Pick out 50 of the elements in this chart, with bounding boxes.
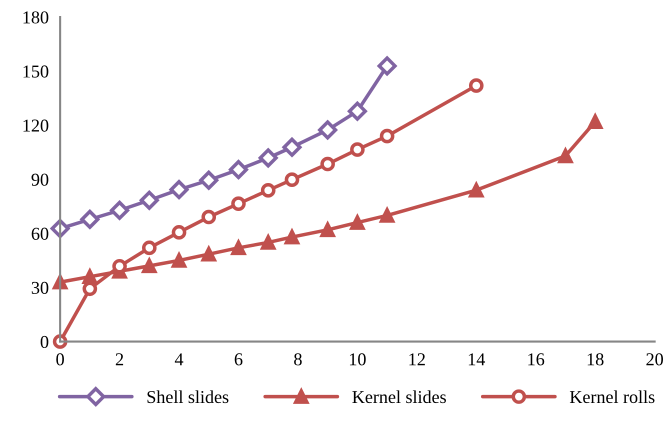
- point: [468, 78, 484, 93]
- point: [350, 142, 365, 157]
- point: [172, 253, 186, 268]
- x-tick-label: 8: [294, 353, 302, 366]
- y-tick-label: 150: [24, 65, 48, 78]
- legend-label: Kernel slides: [352, 390, 446, 404]
- x-tick-label: 4: [174, 353, 184, 366]
- x-tick-label: 12: [409, 353, 425, 366]
- x-tick-label: 10: [350, 353, 366, 366]
- x-tick-label: 14: [468, 353, 486, 366]
- y-tick-label: 0: [40, 336, 48, 348]
- point: [228, 160, 248, 180]
- point: [318, 120, 338, 140]
- legend-label: Kernel rolls: [570, 390, 654, 404]
- y-tick-label: 90: [32, 174, 48, 186]
- point: [380, 128, 394, 144]
- point: [282, 138, 302, 157]
- point: [320, 156, 335, 172]
- point: [260, 183, 276, 198]
- y-tick-label: 120: [24, 120, 48, 132]
- point: [350, 215, 365, 230]
- y-tick-label: 180: [24, 11, 48, 24]
- point: [80, 210, 100, 229]
- point: [169, 180, 189, 200]
- point: [201, 210, 216, 224]
- point: [378, 56, 397, 76]
- point: [284, 230, 300, 244]
- point: [231, 196, 246, 211]
- x-tick-label: 16: [528, 353, 544, 366]
- point: [142, 240, 157, 256]
- point: [348, 102, 367, 121]
- point: [258, 148, 278, 168]
- point: [468, 182, 484, 198]
- point: [201, 246, 216, 262]
- point: [260, 235, 276, 250]
- point: [588, 114, 602, 129]
- legend-label: Shell slides: [148, 390, 228, 404]
- y-tick-label: 60: [32, 228, 48, 240]
- point: [140, 190, 159, 210]
- x-tick-label: 20: [646, 353, 663, 366]
- point: [199, 170, 218, 190]
- x-tick-label: 2: [116, 353, 124, 366]
- point: [82, 269, 98, 284]
- y-tick-label: 30: [32, 282, 48, 294]
- point: [172, 225, 186, 240]
- x-tick-label: 6: [234, 353, 242, 366]
- point: [284, 172, 300, 187]
- x-tick-label: 18: [588, 353, 604, 366]
- x-tick-label: 0: [56, 353, 64, 366]
- point: [110, 200, 130, 220]
